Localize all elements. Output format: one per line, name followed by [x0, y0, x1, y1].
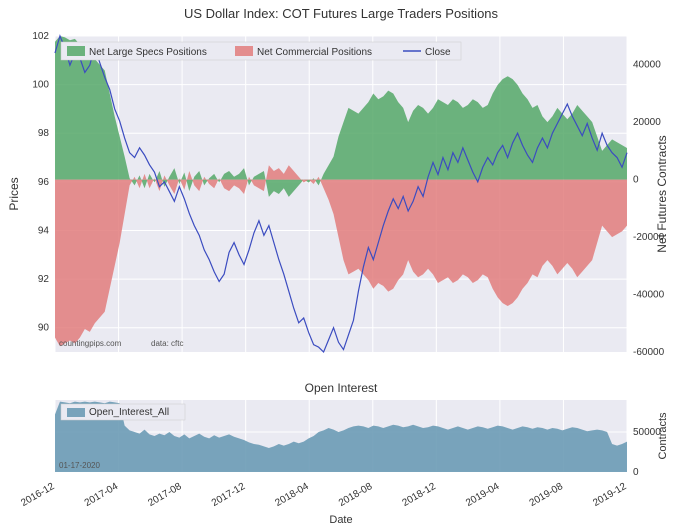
x-tick-label: 2018-04 [273, 481, 311, 509]
x-label: Date [329, 514, 352, 526]
x-tick-label: 2017-08 [146, 481, 184, 509]
x-tick-label: 2019-04 [464, 481, 502, 509]
yright-tick: 40000 [633, 60, 661, 71]
yright-tick: -60000 [633, 347, 665, 358]
x-tick-label: 2019-12 [591, 481, 629, 509]
oi-legend-swatch [67, 408, 85, 417]
yleft-label: Prices [7, 177, 21, 210]
oi-timestamp: 01-17-2020 [59, 461, 100, 470]
attribution-right: data: cftc [151, 339, 183, 348]
x-tick-label: 2016-12 [19, 481, 57, 509]
yright-tick: -40000 [633, 290, 665, 301]
oi-legend-label: Open_Interest_All [89, 407, 169, 418]
legend-specs-label: Net Large Specs Positions [89, 47, 207, 58]
x-tick-label: 2017-04 [83, 481, 121, 509]
cot-figure: US Dollar Index: COT Futures Large Trade… [0, 0, 680, 529]
yleft-tick: 100 [32, 80, 49, 91]
legend-specs-swatch [67, 46, 85, 56]
yleft-tick: 102 [32, 31, 49, 42]
oi-yright-label: Contracts [657, 412, 669, 460]
main-title: US Dollar Index: COT Futures Large Trade… [184, 6, 499, 21]
yright-label: Net Futures Contracts [655, 135, 669, 252]
yleft-tick: 92 [38, 274, 50, 285]
yleft-tick: 94 [38, 225, 50, 236]
yright-tick: 20000 [633, 117, 661, 128]
attribution-left: countingpips.com [59, 339, 122, 348]
legend-commercials-label: Net Commercial Positions [257, 47, 372, 58]
oi-ytick: 0 [633, 467, 639, 478]
oi-title: Open Interest [305, 381, 378, 395]
yleft-tick: 98 [38, 128, 50, 139]
yleft-tick: 96 [38, 177, 50, 188]
x-tick-label: 2017-12 [210, 481, 248, 509]
x-tick-label: 2018-08 [337, 481, 375, 509]
legend-close-label: Close [425, 47, 451, 58]
yleft-tick: 90 [38, 323, 50, 334]
legend-commercials-swatch [235, 46, 253, 56]
figure-svg: US Dollar Index: COT Futures Large Trade… [0, 0, 680, 529]
yright-tick: 0 [633, 175, 639, 186]
x-tick-label: 2018-12 [401, 481, 439, 509]
x-tick-label: 2019-08 [528, 481, 566, 509]
